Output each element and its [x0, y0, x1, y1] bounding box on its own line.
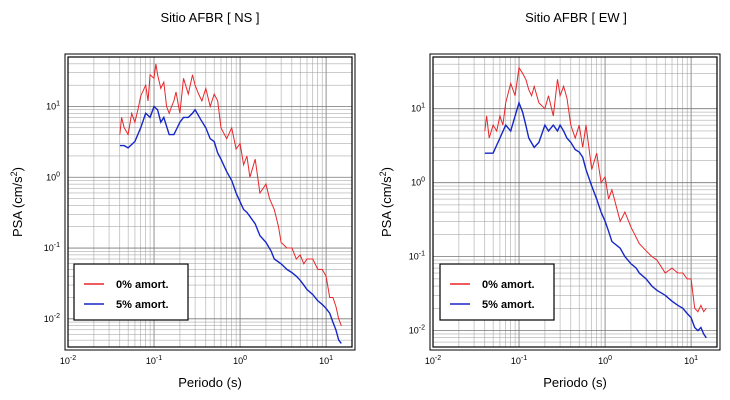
plot-frame: [432, 56, 718, 348]
x-tick-label: 10-1: [146, 355, 162, 366]
legend-box: [73, 263, 189, 321]
y-tick-label: 101: [46, 100, 60, 111]
legend: 0% amort. 5% amort.: [439, 263, 555, 321]
x-axis-label: Periodo (s): [543, 375, 607, 390]
x-tick-label: 10-1: [511, 355, 527, 366]
x-tick-label: 100: [598, 355, 612, 366]
y-axis-label: PSA (cm/s2): [378, 167, 394, 237]
x-tick-label: 100: [233, 355, 247, 366]
legend-label: 0% amort.: [116, 279, 169, 291]
legend: 0% amort. 5% amort.: [73, 263, 189, 321]
plot-frame: [67, 56, 353, 348]
plot-outer-frame: [64, 53, 356, 351]
x-tick-label: 101: [684, 355, 698, 366]
chart-title: Sitio AFBR [ NS ]: [161, 10, 260, 25]
x-tick-label: 10-2: [60, 355, 76, 366]
y-tick-label: 10-1: [409, 251, 425, 262]
y-tick-label: 100: [46, 171, 60, 182]
y-tick-label: 10-2: [44, 313, 60, 324]
plot-outer-frame: [429, 53, 721, 351]
series-line-1: [119, 63, 342, 326]
series-line-2: [484, 100, 707, 339]
y-tick-label: 10-1: [44, 242, 60, 253]
legend-label: 0% amort.: [482, 279, 535, 291]
chart-title: Sitio AFBR [ EW ]: [525, 10, 627, 25]
legend-label: 5% amort.: [482, 299, 535, 311]
series-line-1: [484, 66, 707, 313]
y-tick-label: 10-2: [409, 325, 425, 336]
x-tick-label: 10-2: [425, 355, 441, 366]
x-tick-label: 101: [319, 355, 333, 366]
y-axis-label: PSA (cm/s2): [9, 167, 25, 237]
y-tick-label: 100: [411, 177, 425, 188]
chart-panel-2: Sitio AFBR [ EW ] 10-2 10-1 100 101 10-2 10-1 1…: [378, 10, 721, 390]
chart-panel-1: Sitio AFBR [ NS ] 10-2 10-1 100 101 10-2 10-1 1…: [9, 10, 356, 390]
x-axis-label: Periodo (s): [178, 375, 242, 390]
series-line-2: [119, 105, 342, 344]
legend-label: 5% amort.: [116, 299, 169, 311]
y-tick-label: 101: [411, 103, 425, 114]
legend-box: [439, 263, 555, 321]
